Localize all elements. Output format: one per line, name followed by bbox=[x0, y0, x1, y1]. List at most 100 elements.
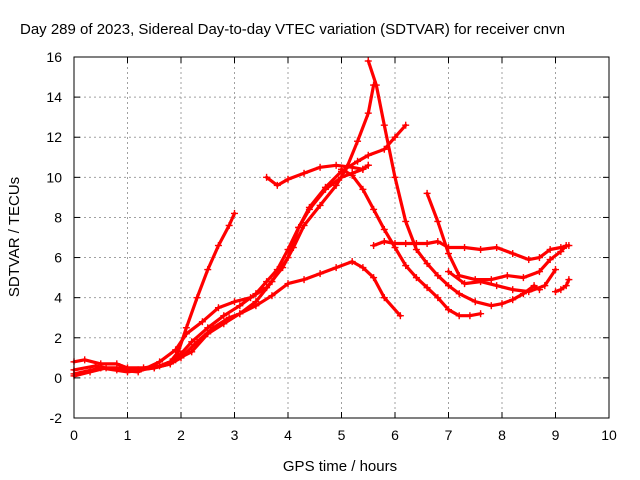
x-tick-label: 4 bbox=[284, 427, 292, 443]
data-point bbox=[509, 296, 517, 304]
data-point bbox=[220, 320, 228, 328]
data-point bbox=[284, 175, 292, 183]
data-point bbox=[434, 238, 442, 246]
series-arc-11 bbox=[445, 266, 559, 296]
data-point bbox=[172, 356, 180, 364]
y-tick-label: 16 bbox=[46, 49, 62, 65]
data-point bbox=[370, 274, 378, 282]
data-point bbox=[493, 244, 501, 252]
data-point bbox=[113, 360, 121, 368]
series-arc-7 bbox=[364, 57, 543, 310]
data-point bbox=[300, 276, 308, 284]
data-point bbox=[188, 338, 196, 346]
data-point bbox=[316, 270, 324, 278]
data-point bbox=[124, 368, 131, 376]
data-point bbox=[359, 185, 367, 193]
data-point bbox=[172, 346, 180, 354]
data-point bbox=[471, 298, 479, 306]
y-tick-label: 8 bbox=[54, 209, 62, 225]
data-point bbox=[509, 250, 517, 258]
data-point bbox=[354, 157, 362, 165]
data-point bbox=[380, 225, 388, 233]
data-point bbox=[97, 364, 105, 372]
data-point bbox=[332, 161, 340, 169]
data-point bbox=[525, 288, 533, 296]
data-point bbox=[455, 290, 463, 298]
x-tick-label: 0 bbox=[70, 427, 78, 443]
data-point bbox=[552, 266, 559, 274]
data-point bbox=[231, 298, 238, 306]
data-point bbox=[477, 278, 485, 286]
data-point bbox=[423, 284, 431, 292]
data-point bbox=[434, 272, 442, 280]
data-point bbox=[391, 240, 399, 248]
data-point bbox=[268, 278, 276, 286]
data-point bbox=[348, 171, 356, 179]
y-axis-label: SDTVAR / TECUs bbox=[6, 177, 23, 297]
data-point bbox=[220, 312, 228, 320]
data-point bbox=[364, 151, 372, 159]
y-tick-label: 6 bbox=[54, 250, 62, 266]
data-point bbox=[380, 294, 388, 302]
series-line bbox=[72, 83, 376, 374]
x-tick-label: 1 bbox=[124, 427, 132, 443]
data-point bbox=[434, 217, 442, 225]
data-point bbox=[402, 121, 410, 129]
data-point bbox=[445, 268, 452, 276]
data-point bbox=[316, 163, 324, 171]
series-arc-12 bbox=[552, 276, 573, 296]
data-point bbox=[225, 221, 233, 229]
data-point bbox=[193, 294, 201, 302]
chart-title: Day 289 of 2023, Sidereal Day-to-day VTE… bbox=[20, 21, 565, 38]
y-tick-label: -2 bbox=[50, 410, 63, 426]
data-point bbox=[364, 109, 372, 117]
data-point bbox=[498, 300, 506, 308]
data-point bbox=[487, 302, 495, 310]
data-point bbox=[503, 272, 511, 280]
data-point bbox=[372, 81, 380, 89]
data-point bbox=[402, 262, 410, 270]
data-point bbox=[423, 260, 431, 268]
data-point bbox=[557, 286, 565, 294]
data-point bbox=[461, 244, 469, 252]
data-point bbox=[445, 282, 452, 290]
data-point bbox=[182, 324, 190, 332]
x-tick-label: 7 bbox=[445, 427, 453, 443]
data-point bbox=[150, 364, 158, 372]
data-point bbox=[546, 246, 554, 254]
data-point bbox=[359, 165, 367, 173]
data-point bbox=[380, 238, 388, 246]
data-point bbox=[321, 183, 329, 191]
data-point bbox=[204, 266, 212, 274]
data-point bbox=[434, 294, 442, 302]
data-point bbox=[412, 274, 420, 282]
data-point bbox=[332, 264, 340, 272]
data-series bbox=[70, 57, 573, 380]
data-point bbox=[166, 360, 174, 368]
data-point bbox=[268, 292, 276, 300]
data-point bbox=[391, 133, 399, 141]
series-arc-4 bbox=[70, 161, 372, 378]
data-point bbox=[204, 324, 212, 332]
series-arc-2 bbox=[70, 258, 404, 380]
data-point bbox=[562, 242, 570, 250]
y-tick-label: 4 bbox=[54, 290, 62, 306]
data-point bbox=[423, 189, 431, 197]
data-point bbox=[284, 280, 292, 288]
data-point bbox=[284, 254, 292, 262]
data-point bbox=[81, 356, 89, 364]
data-point bbox=[380, 145, 388, 153]
data-point bbox=[295, 223, 303, 231]
data-point bbox=[477, 246, 485, 254]
series-line bbox=[72, 211, 237, 370]
data-point bbox=[535, 268, 543, 276]
series-arc-1 bbox=[70, 209, 238, 372]
data-point bbox=[541, 282, 549, 290]
data-point bbox=[370, 242, 378, 250]
data-point bbox=[359, 264, 367, 272]
data-point bbox=[525, 256, 533, 264]
series-line bbox=[425, 191, 568, 282]
y-tick-label: 12 bbox=[46, 129, 62, 145]
